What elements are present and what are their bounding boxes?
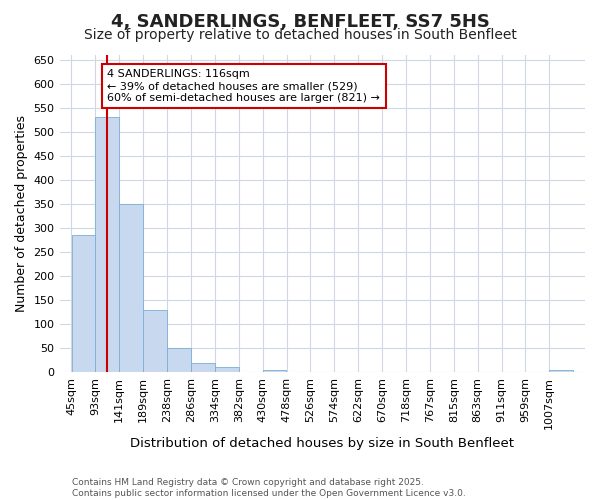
Bar bbox=[550, 370, 573, 372]
Text: Size of property relative to detached houses in South Benfleet: Size of property relative to detached ho… bbox=[83, 28, 517, 42]
Bar bbox=[119, 204, 143, 372]
Bar bbox=[263, 370, 286, 372]
Text: 4 SANDERLINGS: 116sqm
← 39% of detached houses are smaller (529)
60% of semi-det: 4 SANDERLINGS: 116sqm ← 39% of detached … bbox=[107, 70, 380, 102]
Bar bbox=[191, 364, 215, 372]
Text: 4, SANDERLINGS, BENFLEET, SS7 5HS: 4, SANDERLINGS, BENFLEET, SS7 5HS bbox=[110, 12, 490, 30]
X-axis label: Distribution of detached houses by size in South Benfleet: Distribution of detached houses by size … bbox=[130, 437, 514, 450]
Bar bbox=[215, 367, 239, 372]
Text: Contains HM Land Registry data © Crown copyright and database right 2025.
Contai: Contains HM Land Registry data © Crown c… bbox=[72, 478, 466, 498]
Bar bbox=[143, 310, 167, 372]
Bar bbox=[167, 348, 191, 372]
Y-axis label: Number of detached properties: Number of detached properties bbox=[15, 115, 28, 312]
Bar bbox=[95, 118, 119, 372]
Bar bbox=[71, 235, 95, 372]
